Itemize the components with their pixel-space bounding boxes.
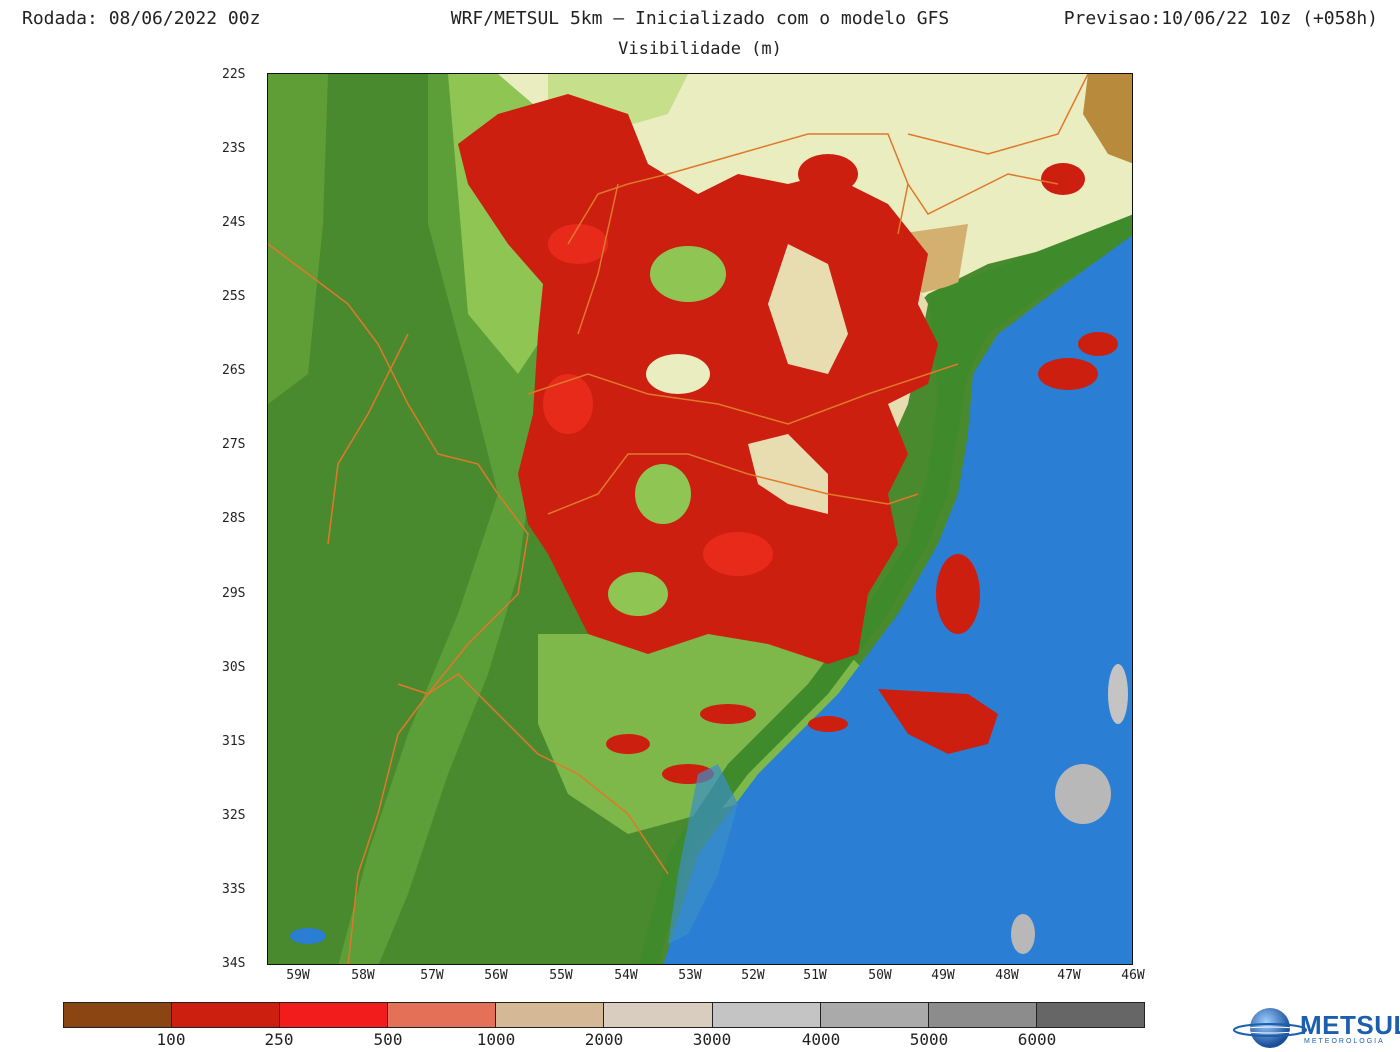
- offshore-fog-3: [1038, 358, 1098, 390]
- lon-label: 48W: [995, 968, 1019, 983]
- lon-label: 52W: [741, 968, 765, 983]
- lat-label: 32S: [222, 808, 246, 823]
- lake-southwest: [290, 928, 326, 944]
- lagoon: [668, 764, 738, 944]
- colorbar-segment: [820, 1003, 929, 1027]
- clear-patch-3: [635, 464, 691, 524]
- fog-bright-1: [548, 224, 608, 264]
- lat-label: 25S: [222, 289, 246, 304]
- colorbar-segment: [496, 1003, 605, 1027]
- forecast-time-label: Previsao:10/06/22 10z (+058h): [1063, 8, 1378, 29]
- coastal-green: [638, 214, 1132, 964]
- lat-label: 28S: [222, 511, 246, 526]
- clear-patch-1: [650, 246, 726, 302]
- lat-label: 33S: [222, 882, 246, 897]
- offshore-fog-1: [936, 554, 980, 634]
- lon-label: 56W: [484, 968, 508, 983]
- logo-name: METSUL: [1300, 1010, 1400, 1040]
- colorbar-label: 3000: [692, 1030, 732, 1049]
- lat-label: 22S: [222, 67, 246, 82]
- lat-label: 27S: [222, 437, 246, 452]
- fog-south-3: [606, 734, 650, 754]
- offshore-fog-2: [878, 689, 998, 754]
- coastal-fog-ne: [1041, 163, 1085, 195]
- offshore-fog-4: [1078, 332, 1118, 356]
- colorbar-segment: [604, 1003, 713, 1027]
- fog-south-1: [700, 704, 756, 724]
- colorbar-segment: [928, 1003, 1037, 1027]
- colorbar-label: 100: [156, 1030, 186, 1049]
- lat-label: 26S: [222, 363, 246, 378]
- colorbar-segment: [64, 1003, 173, 1027]
- metsul-globe-icon: [1233, 1008, 1307, 1048]
- map-subtitle: Visibilidade (m): [618, 39, 782, 59]
- clear-patch-5: [768, 244, 848, 374]
- colorbar-segment: [280, 1003, 389, 1027]
- logo-tagline: METEOROLOGIA: [1304, 1038, 1385, 1045]
- visibility-map: [267, 73, 1133, 965]
- colorbar-label: 1000: [476, 1030, 516, 1049]
- lat-label: 29S: [222, 586, 246, 601]
- grey-patch-3: [1108, 664, 1128, 724]
- colorbar-segment: [712, 1003, 821, 1027]
- fog-bright-3: [703, 532, 773, 576]
- colorbar-label: 6000: [1017, 1030, 1057, 1049]
- colorbar: [63, 1002, 1145, 1028]
- land-light-south: [538, 634, 868, 834]
- lon-label: 46W: [1121, 968, 1145, 983]
- lat-label: 23S: [222, 141, 246, 156]
- clear-patch-2: [646, 354, 710, 394]
- lon-label: 55W: [549, 968, 573, 983]
- map-canvas: [268, 74, 1132, 964]
- colorbar-segment: [1036, 1003, 1144, 1027]
- lon-label: 47W: [1057, 968, 1081, 983]
- fog-lagoon: [808, 716, 848, 732]
- lon-label: 59W: [286, 968, 310, 983]
- lon-label: 54W: [614, 968, 638, 983]
- grey-patch-1: [1055, 764, 1111, 824]
- map-title: WRF/METSUL 5km – Inicializado com o mode…: [450, 8, 950, 29]
- colorbar-segment: [172, 1003, 281, 1027]
- clear-patch-4: [608, 572, 668, 616]
- run-date-label: Rodada: 08/06/2022 00z: [22, 8, 261, 29]
- lon-label: 58W: [351, 968, 375, 983]
- fog-ne-inland: [798, 154, 858, 194]
- colorbar-label: 4000: [801, 1030, 841, 1049]
- lon-label: 53W: [678, 968, 702, 983]
- highland-northeast: [1083, 74, 1132, 164]
- colorbar-label: 2000: [584, 1030, 624, 1049]
- colorbar-label: 500: [373, 1030, 403, 1049]
- lon-label: 51W: [803, 968, 827, 983]
- political-borders: [268, 74, 1089, 964]
- colorbar-label: 5000: [909, 1030, 949, 1049]
- clear-patch-6: [748, 434, 828, 514]
- lon-label: 57W: [420, 968, 444, 983]
- fog-bright-2: [543, 374, 593, 434]
- colorbar-segment: [388, 1003, 497, 1027]
- ocean: [663, 235, 1132, 964]
- lon-label: 49W: [931, 968, 955, 983]
- lat-label: 31S: [222, 734, 246, 749]
- lat-label: 34S: [222, 956, 246, 971]
- land-west: [268, 74, 328, 404]
- lon-label: 50W: [868, 968, 892, 983]
- grey-patch-2: [1011, 914, 1035, 954]
- colorbar-label: 250: [264, 1030, 294, 1049]
- lat-label: 30S: [222, 660, 246, 675]
- lat-label: 24S: [222, 215, 246, 230]
